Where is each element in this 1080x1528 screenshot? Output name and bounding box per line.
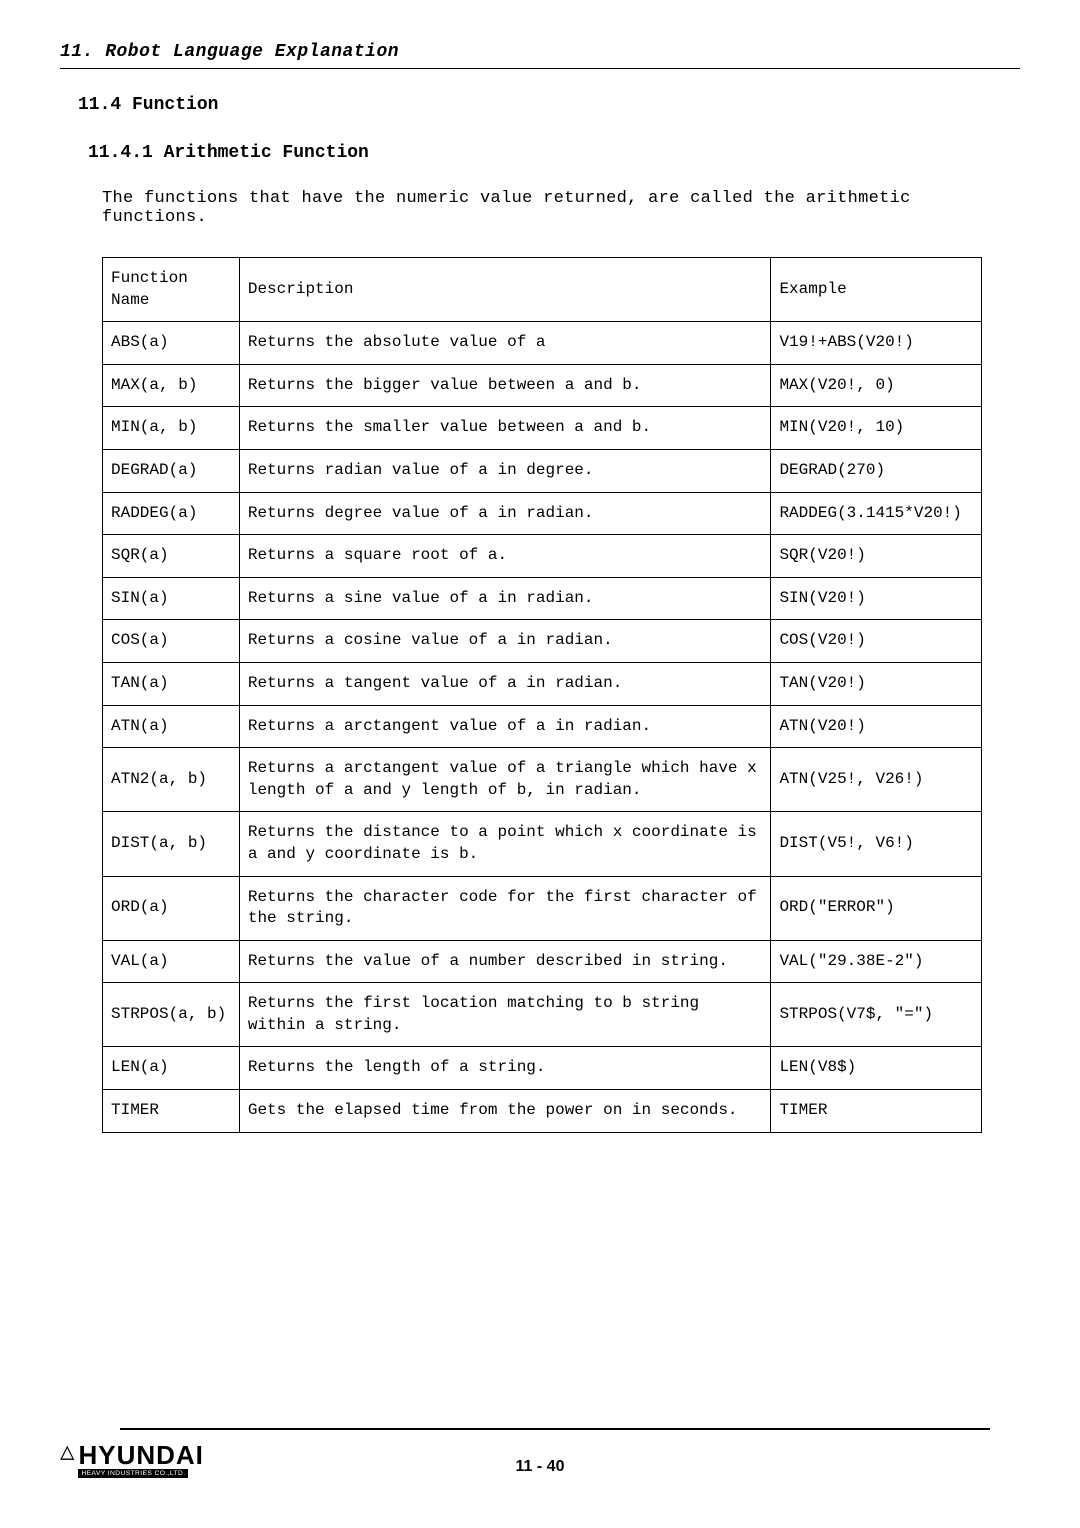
cell-example: ORD("ERROR") — [771, 876, 982, 940]
table-row: SIN(a)Returns a sine value of a in radia… — [103, 577, 982, 620]
page-number: 11 - 40 — [516, 1458, 565, 1476]
table-body: ABS(a)Returns the absolute value of aV19… — [103, 322, 982, 1132]
table-row: ORD(a)Returns the character code for the… — [103, 876, 982, 940]
table-header-row: Function Name Description Example — [103, 258, 982, 322]
table-row: TIMERGets the elapsed time from the powe… — [103, 1090, 982, 1133]
cell-example: ATN(V20!) — [771, 705, 982, 748]
cell-function-name: ATN2(a, b) — [103, 748, 240, 812]
cell-function-name: ORD(a) — [103, 876, 240, 940]
logo-main: HYUNDAI — [78, 1442, 203, 1468]
footer-rule — [120, 1428, 990, 1430]
cell-example: DIST(V5!, V6!) — [771, 812, 982, 876]
cell-function-name: MIN(a, b) — [103, 407, 240, 450]
table-row: MIN(a, b)Returns the smaller value betwe… — [103, 407, 982, 450]
logo: △ HYUNDAI HEAVY INDUSTRIES CO.,LTD. — [60, 1442, 204, 1478]
cell-example: MAX(V20!, 0) — [771, 364, 982, 407]
cell-function-name: STRPOS(a, b) — [103, 983, 240, 1047]
col-header-example: Example — [771, 258, 982, 322]
cell-description: Returns a arctangent value of a in radia… — [239, 705, 771, 748]
table-row: COS(a)Returns a cosine value of a in rad… — [103, 620, 982, 663]
cell-function-name: MAX(a, b) — [103, 364, 240, 407]
table-row: STRPOS(a, b)Returns the first location m… — [103, 983, 982, 1047]
table-row: RADDEG(a)Returns degree value of a in ra… — [103, 492, 982, 535]
cell-description: Returns a arctangent value of a triangle… — [239, 748, 771, 812]
cell-description: Returns a tangent value of a in radian. — [239, 662, 771, 705]
intro-paragraph: The functions that have the numeric valu… — [102, 189, 1020, 227]
cell-function-name: ATN(a) — [103, 705, 240, 748]
cell-function-name: DIST(a, b) — [103, 812, 240, 876]
cell-example: TAN(V20!) — [771, 662, 982, 705]
cell-description: Returns the value of a number described … — [239, 940, 771, 983]
table-row: MAX(a, b)Returns the bigger value betwee… — [103, 364, 982, 407]
cell-example: TIMER — [771, 1090, 982, 1133]
page: 11. Robot Language Explanation 11.4 Func… — [0, 0, 1080, 1528]
cell-example: VAL("29.38E-2") — [771, 940, 982, 983]
cell-example: SQR(V20!) — [771, 535, 982, 578]
cell-function-name: TAN(a) — [103, 662, 240, 705]
table-row: DEGRAD(a)Returns radian value of a in de… — [103, 449, 982, 492]
triangle-icon: △ — [60, 1442, 74, 1466]
cell-function-name: ABS(a) — [103, 322, 240, 365]
cell-description: Returns the smaller value between a and … — [239, 407, 771, 450]
cell-function-name: RADDEG(a) — [103, 492, 240, 535]
cell-example: RADDEG(3.1415*V20!) — [771, 492, 982, 535]
table-row: DIST(a, b)Returns the distance to a poin… — [103, 812, 982, 876]
cell-description: Returns the distance to a point which x … — [239, 812, 771, 876]
table-row: LEN(a)Returns the length of a string.LEN… — [103, 1047, 982, 1090]
cell-description: Gets the elapsed time from the power on … — [239, 1090, 771, 1133]
cell-example: MIN(V20!, 10) — [771, 407, 982, 450]
table-row: ABS(a)Returns the absolute value of aV19… — [103, 322, 982, 365]
header-rule — [60, 68, 1020, 69]
cell-example: LEN(V8$) — [771, 1047, 982, 1090]
cell-description: Returns degree value of a in radian. — [239, 492, 771, 535]
function-table: Function Name Description Example ABS(a)… — [102, 257, 982, 1133]
section-title: 11.4 Function — [78, 95, 1020, 115]
cell-description: Returns radian value of a in degree. — [239, 449, 771, 492]
col-header-name: Function Name — [103, 258, 240, 322]
cell-example: ATN(V25!, V26!) — [771, 748, 982, 812]
footer-row: △ HYUNDAI HEAVY INDUSTRIES CO.,LTD. 11 -… — [60, 1442, 1020, 1478]
cell-example: STRPOS(V7$, "=") — [771, 983, 982, 1047]
chapter-heading: 11. Robot Language Explanation — [60, 42, 1020, 62]
cell-example: SIN(V20!) — [771, 577, 982, 620]
cell-description: Returns the length of a string. — [239, 1047, 771, 1090]
table-row: ATN2(a, b)Returns a arctangent value of … — [103, 748, 982, 812]
cell-description: Returns a cosine value of a in radian. — [239, 620, 771, 663]
header-block: 11. Robot Language Explanation — [60, 42, 1020, 69]
cell-example: COS(V20!) — [771, 620, 982, 663]
cell-function-name: LEN(a) — [103, 1047, 240, 1090]
cell-function-name: SQR(a) — [103, 535, 240, 578]
cell-function-name: SIN(a) — [103, 577, 240, 620]
logo-text-wrap: HYUNDAI HEAVY INDUSTRIES CO.,LTD. — [78, 1442, 203, 1478]
cell-function-name: VAL(a) — [103, 940, 240, 983]
table-row: ATN(a)Returns a arctangent value of a in… — [103, 705, 982, 748]
col-header-desc: Description — [239, 258, 771, 322]
logo-sub: HEAVY INDUSTRIES CO.,LTD. — [78, 1469, 188, 1478]
cell-description: Returns the bigger value between a and b… — [239, 364, 771, 407]
cell-description: Returns the character code for the first… — [239, 876, 771, 940]
table-row: VAL(a)Returns the value of a number desc… — [103, 940, 982, 983]
subsection-title: 11.4.1 Arithmetic Function — [88, 143, 1020, 163]
cell-example: DEGRAD(270) — [771, 449, 982, 492]
table-row: SQR(a)Returns a square root of a.SQR(V20… — [103, 535, 982, 578]
cell-description: Returns the first location matching to b… — [239, 983, 771, 1047]
cell-description: Returns a square root of a. — [239, 535, 771, 578]
table-row: TAN(a)Returns a tangent value of a in ra… — [103, 662, 982, 705]
footer: △ HYUNDAI HEAVY INDUSTRIES CO.,LTD. 11 -… — [60, 1428, 1020, 1478]
table-head: Function Name Description Example — [103, 258, 982, 322]
cell-example: V19!+ABS(V20!) — [771, 322, 982, 365]
cell-description: Returns the absolute value of a — [239, 322, 771, 365]
cell-function-name: DEGRAD(a) — [103, 449, 240, 492]
cell-function-name: COS(a) — [103, 620, 240, 663]
cell-function-name: TIMER — [103, 1090, 240, 1133]
cell-description: Returns a sine value of a in radian. — [239, 577, 771, 620]
